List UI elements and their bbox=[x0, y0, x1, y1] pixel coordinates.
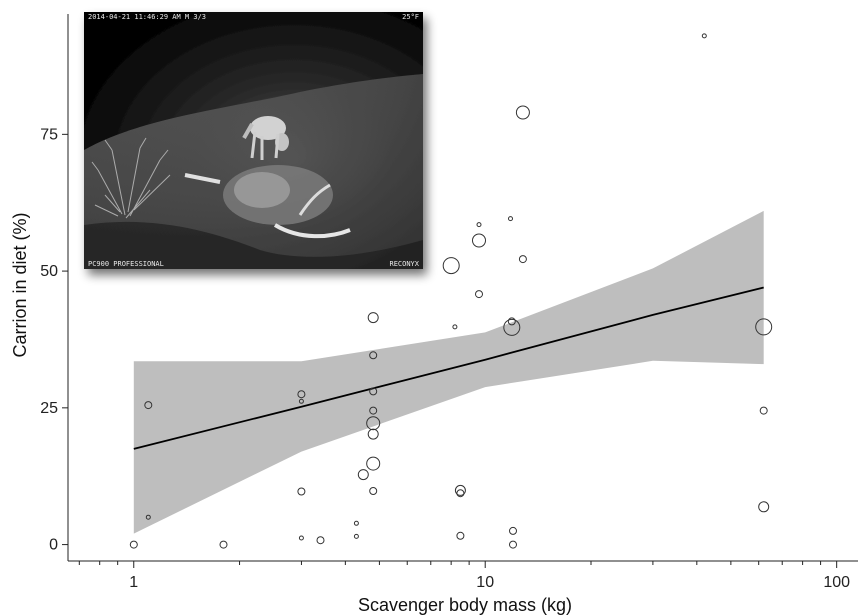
data-point bbox=[476, 222, 482, 228]
data-point bbox=[369, 387, 378, 396]
data-points bbox=[129, 33, 773, 549]
data-point bbox=[509, 526, 517, 535]
photo-temperature: 25°F bbox=[402, 13, 419, 21]
y-tick-label: 25 bbox=[40, 400, 58, 417]
y-axis-title: Carrion in diet (%) bbox=[10, 212, 30, 357]
data-point bbox=[508, 216, 513, 222]
data-point bbox=[515, 105, 530, 120]
y-tick-label: 50 bbox=[40, 263, 58, 280]
photo-brand: RECONYX bbox=[389, 260, 419, 268]
data-point bbox=[509, 540, 517, 549]
data-point bbox=[701, 33, 707, 39]
data-point bbox=[316, 536, 325, 545]
data-point bbox=[369, 406, 378, 415]
data-point bbox=[755, 318, 773, 336]
coyote-silhouette bbox=[242, 116, 289, 160]
data-point bbox=[297, 487, 306, 496]
data-point bbox=[366, 416, 381, 431]
data-point bbox=[518, 255, 527, 264]
data-point bbox=[298, 398, 304, 404]
inset-photo: 2014-04-21 11:46:29 AM M 3/3 25°F PC900 … bbox=[84, 12, 423, 269]
data-point bbox=[456, 531, 465, 540]
data-point bbox=[503, 318, 521, 336]
data-point bbox=[357, 469, 369, 481]
photo-camera-model: PC900 PROFESSIONAL bbox=[88, 260, 164, 268]
data-point bbox=[454, 484, 466, 496]
x-ticks: 1 10 100 bbox=[78, 561, 850, 591]
plot-area bbox=[129, 33, 773, 549]
y-tick-label: 75 bbox=[40, 126, 58, 143]
dark-foreground bbox=[84, 221, 423, 269]
data-point bbox=[442, 257, 460, 275]
photo-timestamp: 2014-04-21 11:46:29 AM M 3/3 bbox=[88, 13, 206, 21]
shrub-branches bbox=[91, 137, 171, 219]
data-point bbox=[452, 324, 458, 330]
regression-line bbox=[133, 286, 764, 450]
data-point bbox=[353, 520, 359, 526]
x-tick-label: 10 bbox=[476, 574, 494, 591]
data-point bbox=[366, 456, 381, 471]
data-point bbox=[759, 406, 768, 415]
data-point bbox=[298, 535, 304, 541]
data-point bbox=[507, 317, 516, 326]
data-point bbox=[129, 540, 138, 549]
data-point bbox=[369, 351, 378, 360]
y-tick-label: 0 bbox=[49, 537, 58, 554]
data-point bbox=[367, 312, 379, 324]
y-ticks: 0 25 50 75 bbox=[40, 126, 68, 554]
data-point bbox=[145, 514, 151, 520]
data-point bbox=[369, 487, 378, 495]
x-axis-title: Scavenger body mass (kg) bbox=[358, 595, 572, 615]
data-point bbox=[758, 501, 770, 513]
data-point bbox=[144, 401, 153, 410]
confidence-band bbox=[133, 210, 764, 534]
x-tick-label: 1 bbox=[129, 574, 138, 591]
carcass bbox=[184, 165, 351, 239]
data-point bbox=[472, 233, 486, 248]
data-point bbox=[456, 489, 465, 498]
data-point bbox=[353, 533, 359, 539]
x-tick-label: 100 bbox=[823, 574, 850, 591]
data-point bbox=[219, 540, 228, 549]
data-point bbox=[367, 428, 379, 440]
data-point bbox=[475, 290, 483, 299]
data-point bbox=[297, 390, 306, 399]
